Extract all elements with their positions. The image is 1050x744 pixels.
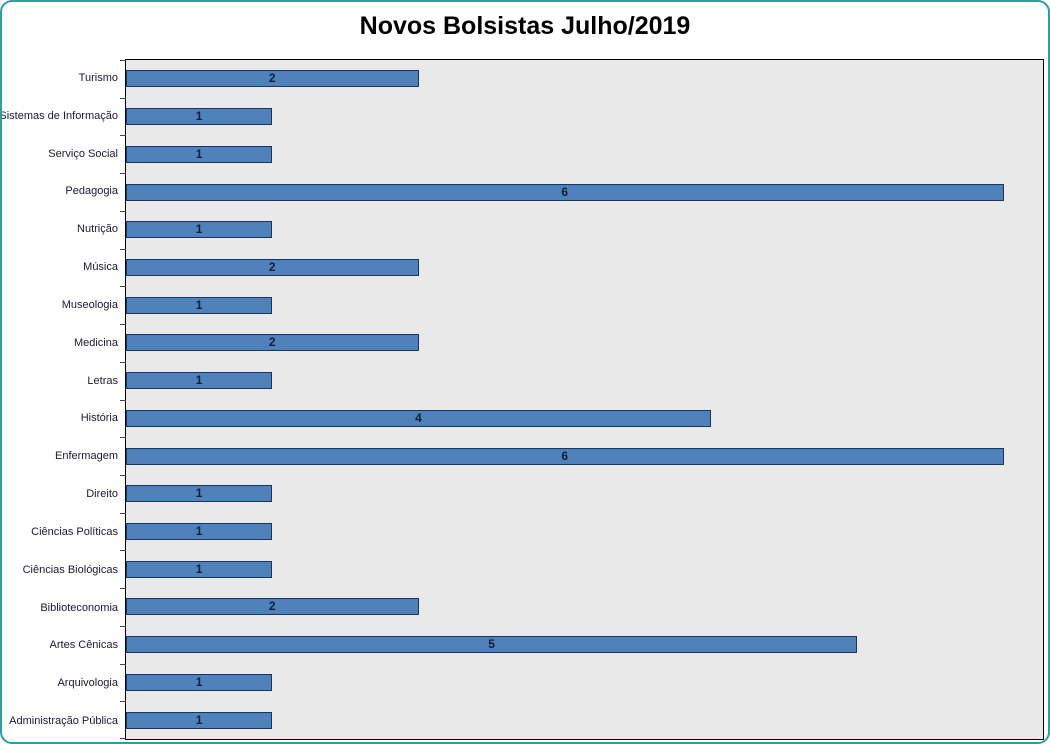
category-label: Pedagogia — [65, 185, 118, 198]
chart-row: 2 — [126, 60, 1043, 98]
bar: 1 — [126, 372, 273, 390]
bar-value-label: 6 — [561, 448, 569, 463]
bar: 1 — [126, 673, 273, 691]
bar: 5 — [126, 636, 858, 654]
chart-row: 2 — [126, 324, 1043, 362]
axis-tick — [120, 437, 126, 439]
chart-row: 1 — [126, 701, 1043, 739]
category-label: Arquivologia — [57, 677, 118, 690]
bar: 1 — [126, 522, 273, 540]
category-label: História — [80, 412, 118, 425]
axis-tick — [120, 550, 126, 552]
axis-tick — [120, 474, 126, 476]
category-axis: Turismo Sistemas de Informação Serviço Soc… — [2, 59, 125, 740]
bar: 2 — [126, 258, 419, 276]
bar-value-label: 2 — [268, 599, 276, 614]
bar: 1 — [126, 485, 273, 503]
axis-tick — [120, 324, 126, 326]
category-label: Turismo — [78, 71, 118, 84]
bar-value-label: 1 — [195, 712, 203, 727]
category-label: Enfermagem — [55, 450, 118, 463]
axis-tick — [120, 663, 126, 665]
category-label: Biblioteconomia — [40, 601, 118, 614]
bar-value-label: 1 — [195, 222, 203, 237]
axis-tick — [120, 399, 126, 401]
chart-row: 6 — [126, 173, 1043, 211]
bar: 1 — [126, 711, 273, 729]
bar: 1 — [126, 296, 273, 314]
bar: 2 — [126, 70, 419, 88]
category-label: Ciências Políticas — [31, 525, 118, 538]
chart-row: 6 — [126, 437, 1043, 475]
chart-row: 1 — [126, 98, 1043, 136]
bar: 1 — [126, 108, 273, 126]
axis-tick — [120, 286, 126, 288]
axis-tick — [120, 738, 126, 739]
bar-value-label: 1 — [195, 109, 203, 124]
chart-row: 1 — [126, 211, 1043, 249]
category-label: Nutrição — [77, 223, 118, 236]
bar-value-label: 2 — [268, 71, 276, 86]
bar: 6 — [126, 183, 1004, 201]
bar-value-label: 6 — [561, 184, 569, 199]
category-label: Museologia — [61, 298, 118, 311]
bar: 2 — [126, 334, 419, 352]
chart-row: 5 — [126, 626, 1043, 664]
chart-row: 1 — [126, 135, 1043, 173]
chart-row: 1 — [126, 513, 1043, 551]
axis-tick — [120, 361, 126, 363]
chart-row: 1 — [126, 286, 1043, 324]
bar: 2 — [126, 598, 419, 616]
chart-row: 1 — [126, 664, 1043, 702]
category-label: Letras — [87, 374, 118, 387]
bar: 1 — [126, 560, 273, 578]
category-label: Música — [83, 261, 118, 274]
category-label: Ciências Biológicas — [22, 563, 118, 576]
chart-title: Novos Bolsistas Julho/2019 — [359, 12, 691, 40]
chart-row: 1 — [126, 550, 1043, 588]
bar-value-label: 1 — [195, 486, 203, 501]
category-label: Medicina — [73, 336, 118, 349]
axis-tick — [120, 97, 126, 99]
category-label: Artes Cênicas — [49, 639, 118, 652]
bar-value-label: 1 — [195, 674, 203, 689]
bar-value-label: 1 — [195, 561, 203, 576]
category-label: Administração Pública — [9, 714, 118, 727]
bar: 6 — [126, 447, 1004, 465]
axis-tick — [120, 588, 126, 590]
axis-tick — [120, 173, 126, 175]
bar: 1 — [126, 145, 273, 163]
category-label: Sistemas de Informação — [0, 109, 118, 122]
bar-value-label: 1 — [195, 297, 203, 312]
axis-tick — [120, 248, 126, 250]
chart-row: 1 — [126, 362, 1043, 400]
axis-tick — [120, 625, 126, 627]
plot-wrap: Turismo Sistemas de Informação Serviço Soc… — [2, 59, 1048, 740]
bar-value-label: 1 — [195, 373, 203, 388]
bar-value-label: 1 — [195, 146, 203, 161]
bar-value-label: 2 — [268, 335, 276, 350]
chart-row: 2 — [126, 249, 1043, 287]
chart-row: 4 — [126, 399, 1043, 437]
axis-tick — [120, 210, 126, 212]
axis-tick — [120, 512, 126, 514]
category-label: Direito — [86, 488, 118, 501]
axis-tick — [120, 701, 126, 703]
bar: 4 — [126, 409, 711, 427]
bar-value-label: 2 — [268, 259, 276, 274]
axis-tick — [120, 135, 126, 137]
bar-value-label: 5 — [488, 637, 495, 652]
bar: 1 — [126, 221, 273, 239]
bar-value-label: 1 — [195, 523, 203, 538]
chart-row: 1 — [126, 475, 1043, 513]
chart-row: 2 — [126, 588, 1043, 626]
category-label: Serviço Social — [48, 147, 118, 160]
axis-tick — [120, 60, 126, 61]
bar-value-label: 4 — [415, 410, 422, 425]
